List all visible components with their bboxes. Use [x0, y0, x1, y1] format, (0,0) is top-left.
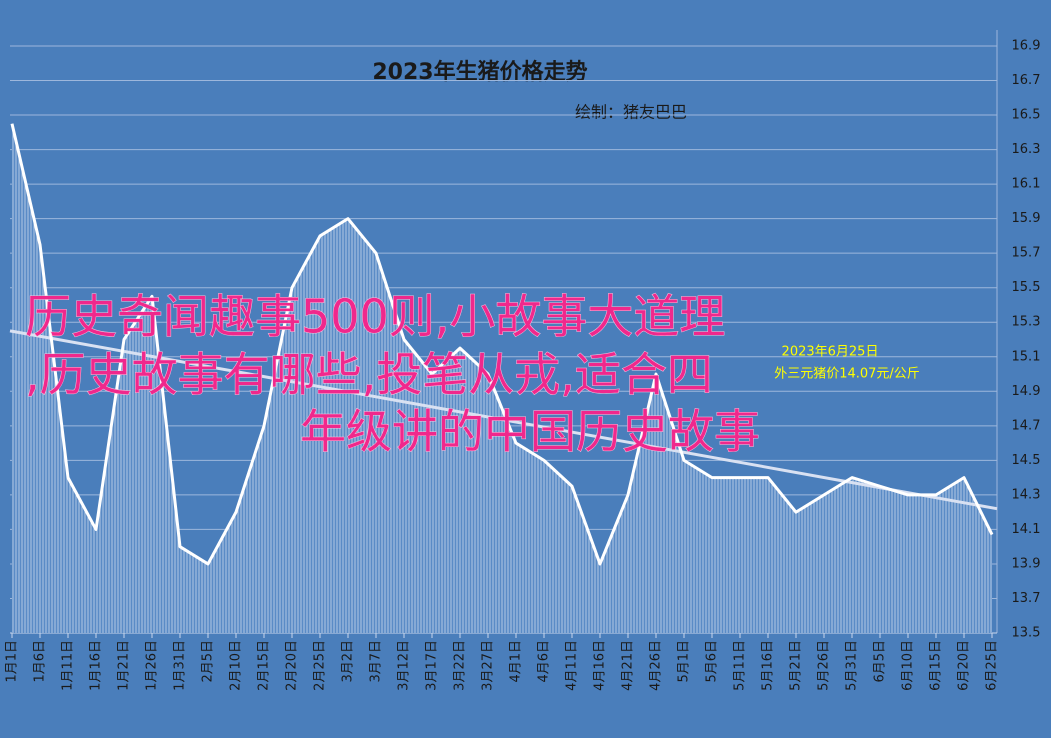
y-tick-label: 14.7: [1012, 418, 1041, 433]
y-tick-label: 14.5: [1012, 453, 1041, 468]
chart-subtitle: 绘制：猪友巴巴: [575, 103, 687, 122]
x-tick-label: 5月11日: [733, 640, 748, 691]
x-tick-label: 4月11日: [565, 640, 580, 691]
x-tick-label: 2月5日: [201, 640, 216, 683]
y-tick-label: 16.9: [1012, 39, 1041, 54]
x-tick-label: 4月26日: [649, 640, 664, 691]
x-tick-label: 5月16日: [761, 640, 776, 691]
y-tick-label: 16.7: [1012, 73, 1041, 88]
x-tick-label: 3月22日: [453, 640, 468, 691]
y-tick-label: 14.9: [1012, 384, 1041, 399]
y-tick-label: 13.7: [1012, 591, 1041, 606]
x-tick-label: 3月27日: [481, 640, 496, 691]
x-tick-label: 5月26日: [817, 640, 832, 691]
x-tick-label: 5月21日: [789, 640, 804, 691]
x-tick-label: 1月6日: [33, 640, 48, 683]
x-tick-label: 5月6日: [705, 640, 720, 683]
y-tick-label: 14.3: [1012, 487, 1041, 502]
line: [10, 123, 994, 566]
x-tick-label: 3月7日: [369, 640, 384, 683]
x-tick-label: 3月12日: [397, 640, 412, 691]
x-tick-label: 1月11日: [61, 640, 76, 691]
overlay-text: 历史奇闻趣事500则,小故事大道理: [25, 290, 725, 344]
x-tick-label: 1月16日: [89, 640, 104, 691]
x-tick-label: 6月10日: [901, 640, 916, 691]
x-tick-label: 2月10日: [229, 640, 244, 691]
x-tick-label: 2月15日: [257, 640, 272, 691]
chart-title: 2023年生猪价格走势: [372, 59, 587, 85]
x-tick-label: 4月16日: [593, 640, 608, 691]
y-tick-label: 16.3: [1012, 142, 1041, 157]
x-tick-label: 2月20日: [285, 640, 300, 691]
y-tick-label: 14.1: [1012, 522, 1041, 537]
x-tick-label: 3月17日: [425, 640, 440, 691]
x-tick-label: 6月25日: [985, 640, 1000, 691]
x-tick-label: 2月25日: [313, 640, 328, 691]
y-tick-label: 15.3: [1012, 315, 1041, 330]
y-tick-label: 15.7: [1012, 246, 1041, 261]
x-tick-label: 3月2日: [341, 640, 356, 683]
x-tick-label: 4月6日: [537, 640, 552, 683]
x-tick-label: 1月26日: [145, 640, 160, 691]
x-tick-label: 4月21日: [621, 640, 636, 691]
x-tick-label: 6月5日: [873, 640, 888, 683]
x-tick-label: 4月1日: [509, 640, 524, 683]
x-tick-label: 5月1日: [677, 640, 692, 683]
y-tick-label: 15.9: [1012, 211, 1041, 226]
x-tick-label: 1月21日: [117, 640, 132, 691]
y-tick-label: 16.1: [1012, 177, 1041, 192]
y-tick-label: 16.5: [1012, 108, 1041, 123]
area: [12, 123, 992, 634]
overlay-text: ,历史故事有哪些,投笔从戎,适合四: [25, 348, 713, 402]
x-tick-label: 6月15日: [929, 640, 944, 691]
x-tick-label: 6月20日: [957, 640, 972, 691]
y-tick-label: 15.5: [1012, 280, 1041, 295]
x-tick-label: 1月1日: [5, 640, 20, 683]
y-tick-label: 13.5: [1012, 626, 1041, 641]
x-tick-label: 1月31日: [173, 640, 188, 691]
annotation-price: 外三元猪价14.07元/公斤: [774, 367, 920, 382]
y-tick-label: 15.1: [1012, 349, 1041, 364]
annotation-date: 2023年6月25日: [782, 345, 879, 360]
trend-line: [9, 329, 998, 511]
overlay-text: 年级讲的中国历史故事: [300, 405, 760, 459]
y-tick-label: 13.9: [1012, 556, 1041, 571]
x-tick-label: 5月31日: [845, 640, 860, 691]
